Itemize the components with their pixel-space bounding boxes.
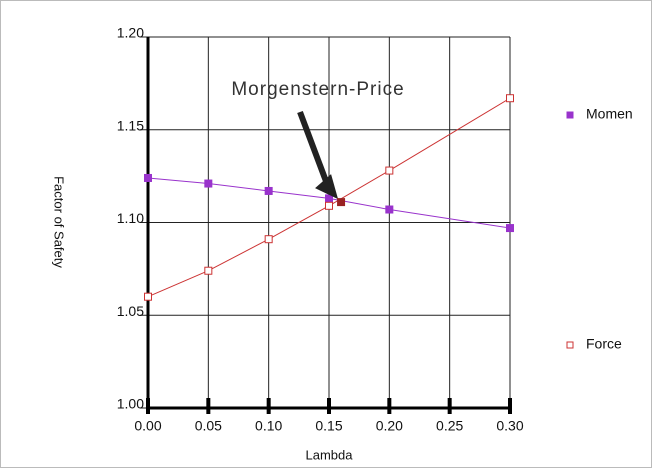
legend-label: Momen <box>586 106 633 122</box>
legend-label: Force <box>586 336 622 352</box>
x-tick-mark <box>448 398 452 414</box>
x-tick-label: 0.05 <box>195 418 222 434</box>
data-point <box>205 180 212 187</box>
data-point <box>145 293 152 300</box>
x-tick-label: 0.00 <box>134 418 161 434</box>
x-tick-label: 0.25 <box>436 418 463 434</box>
data-point <box>265 187 272 194</box>
data-point <box>507 95 514 102</box>
x-tick-mark <box>206 398 210 414</box>
y-tick-label: 1.10 <box>117 210 144 226</box>
x-tick-label: 0.10 <box>255 418 282 434</box>
legend-marker <box>567 112 573 118</box>
data-point <box>507 225 514 232</box>
y-tick-label: 1.05 <box>117 303 144 319</box>
data-point <box>386 206 393 213</box>
x-tick-mark <box>387 398 391 414</box>
x-tick-label: 0.15 <box>315 418 342 434</box>
y-tick-label: 1.15 <box>117 117 144 133</box>
y-tick-label: 1.20 <box>117 25 144 41</box>
x-axis-label: Lambda <box>306 447 354 462</box>
data-point <box>386 167 393 174</box>
x-tick-mark <box>327 398 331 414</box>
annotation-point <box>337 198 345 206</box>
data-point <box>326 202 333 209</box>
data-point <box>326 195 333 202</box>
legend-marker <box>567 342 573 348</box>
chart: Factor of Safety Lambda 1.00 1.05 1.10 1.15… <box>0 0 652 468</box>
y-tick-label: 1.00 <box>117 396 144 412</box>
data-point <box>145 174 152 181</box>
x-tick-mark <box>267 398 271 414</box>
x-tick-label: 0.20 <box>376 418 403 434</box>
data-point <box>265 236 272 243</box>
data-point <box>205 267 212 274</box>
x-tick-mark <box>508 398 512 414</box>
frame <box>1 1 652 468</box>
y-axis-label: Factor of Safety <box>52 176 67 268</box>
x-tick-label: 0.30 <box>496 418 523 434</box>
annotation-text: Morgenstern-Price <box>231 79 404 100</box>
